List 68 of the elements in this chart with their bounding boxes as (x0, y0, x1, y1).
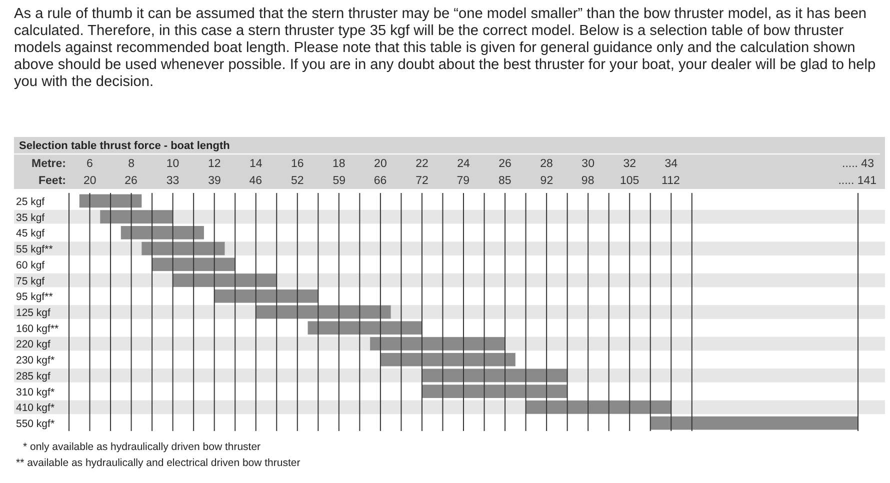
x-tick-label: 18 (332, 158, 346, 170)
text: * only available as hydraulically driven bow thruster (23, 441, 262, 453)
x2-tick-label: 92 (540, 175, 554, 187)
x2-tick-label: 20 (83, 175, 96, 187)
y-tick-label: 60 kgf (16, 259, 45, 272)
x2-tick-label: ..... 141 (838, 175, 877, 187)
x-tick-label: 22 (416, 158, 428, 170)
bar (422, 384, 568, 398)
x2-tick-label: 79 (456, 175, 470, 187)
x2-tick-label: 105 (620, 175, 640, 187)
y-tick-label: 410 kgf* (16, 402, 55, 414)
y-tick-label: 55 kgf** (16, 244, 53, 256)
bar (100, 210, 173, 224)
x-axis-title: Metre: (31, 158, 66, 170)
text: ** available as hydraulically and electrical driven bow thruster (16, 457, 301, 469)
x2-tick-label: 46 (249, 175, 262, 187)
x-tick-label: 16 (290, 158, 304, 170)
x2-tick-label: 39 (208, 175, 221, 187)
x-tick-label: 12 (208, 158, 221, 170)
bar (422, 368, 568, 382)
x2-tick-label: 66 (374, 175, 387, 187)
bar (79, 194, 142, 208)
x2-tick-label: 59 (332, 175, 346, 187)
y-tick-label: 550 kgf* (16, 418, 55, 430)
x-tick-label: 28 (540, 158, 553, 170)
bar (142, 242, 225, 256)
x2-axis-title: Feet: (38, 175, 66, 187)
x2-tick-label: 33 (166, 175, 180, 187)
y-tick-label: 45 kgf (16, 228, 45, 240)
y-tick-label: 285 kgf (16, 370, 51, 382)
x-tick-label: 8 (128, 158, 134, 170)
y-tick-label: 160 kgf** (16, 322, 59, 335)
y-tick-label: 125 kgf (16, 307, 51, 319)
x2-tick-label: 52 (291, 175, 304, 187)
bar (120, 226, 204, 240)
x-tick-label: 24 (457, 158, 470, 170)
x-tick-label: 30 (582, 158, 594, 170)
bar (214, 289, 318, 303)
x-tick-label: 6 (86, 158, 93, 170)
x2-tick-label: 112 (662, 175, 680, 187)
x2-tick-label: 85 (498, 175, 512, 187)
x-tick-label: ..... 43 (842, 158, 874, 170)
x2-tick-label: 72 (416, 175, 428, 187)
chart-subtitle: As a rule of thumb it can be assumed that the stern thruster may be “one model smaller” than the bow thruster model, as it has been calculated. Therefore, in this case a stern thruster type 35 kgf will be the correct model. Below is a selection table of bow thruster models against recommended boat length. Please note that this table is given for general guidance only and the calculation shown above should be used whenever possible. If you are in any doubt about the best thruster for your boat, your dealer will be glad to help you with the decision. (14, 6, 877, 91)
x-tick-label: 26 (498, 158, 512, 170)
y-tick-label: 25 kgf (16, 196, 45, 208)
y-tick-label: 230 kgf* (16, 354, 55, 367)
chart-title: Selection table thrust force - boat length (19, 140, 230, 152)
x-tick-label: 14 (249, 158, 263, 170)
y-tick-label: 35 kgf (16, 212, 45, 224)
x-tick-label: 10 (166, 158, 180, 170)
bar (256, 305, 391, 319)
bar (526, 400, 672, 414)
x2-tick-label: 98 (581, 175, 594, 187)
x-tick-label: 34 (664, 158, 678, 170)
bar (380, 352, 516, 366)
bar (308, 321, 422, 335)
bar (172, 274, 277, 287)
x-tick-label: 20 (374, 158, 387, 170)
x-tick-label: 32 (623, 158, 636, 170)
x2-tick-label: 26 (124, 175, 138, 187)
bar (152, 258, 236, 272)
y-tick-label: 75 kgf (16, 275, 45, 288)
bar (650, 416, 858, 430)
y-tick-label: 310 kgf* (16, 386, 55, 398)
bar (370, 337, 506, 350)
y-tick-label: 220 kgf (16, 338, 51, 351)
y-tick-label: 95 kgf** (16, 291, 53, 304)
